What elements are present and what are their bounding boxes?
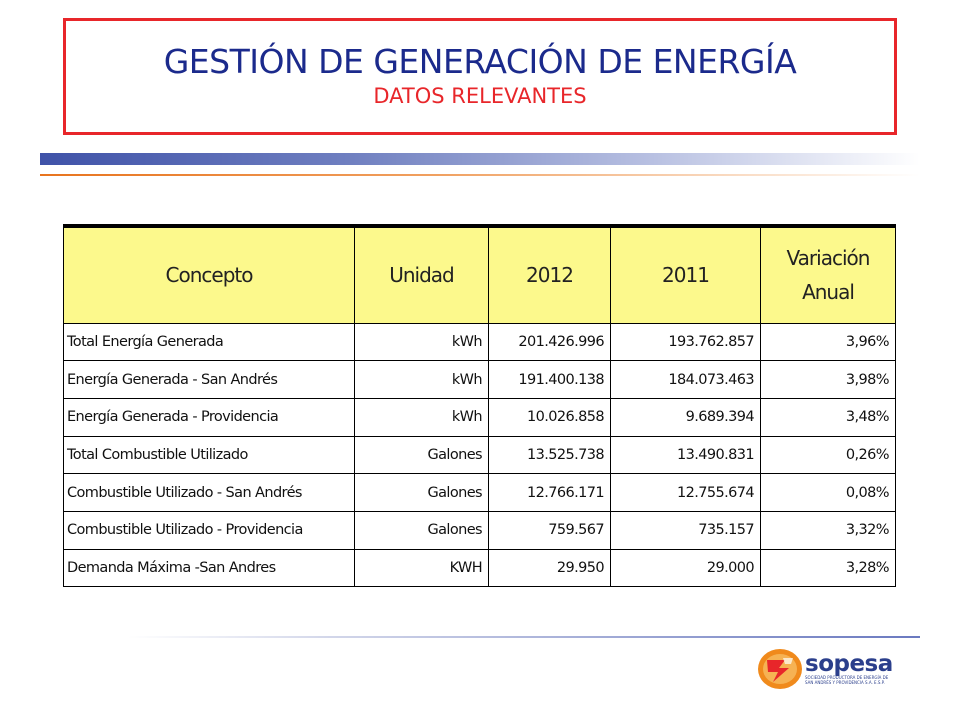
cell-concepto: Energía Generada - San Andrés [63, 360, 355, 399]
cell-unidad: kWh [354, 397, 489, 437]
title-box: GESTIÓN DE GENERACIÓN DE ENERGÍA DATOS R… [63, 18, 897, 135]
cell-variacion: 0,08% [760, 473, 896, 512]
header-variacion-line1: Variación [786, 246, 871, 271]
cell-2012: 12.766.171 [488, 473, 611, 512]
cell-variacion: 3,98% [760, 360, 896, 399]
cell-2011: 29.000 [610, 548, 761, 588]
cell-variacion: 3,48% [760, 397, 896, 437]
cell-variacion: 3,28% [760, 548, 896, 588]
table-row: Total Energía Generada kWh 201.426.996 193.… [63, 322, 896, 362]
header-concepto: Concepto [63, 225, 355, 324]
cell-concepto: Total Energía Generada [63, 322, 355, 362]
table-row: Combustible Utilizado - Providencia Galon… [63, 510, 896, 550]
cell-variacion: 0,26% [760, 435, 896, 475]
header-2011: 2011 [610, 225, 761, 324]
table-row: Demanda Máxima -San Andres KWH 29.950 29.00… [63, 548, 896, 588]
header-2012: 2012 [488, 225, 611, 324]
cell-2011: 13.490.831 [610, 435, 761, 475]
cell-unidad: kWh [354, 322, 489, 362]
header-variacion: Variación Anual [760, 225, 896, 324]
cell-concepto: Demanda Máxima -San Andres [63, 548, 355, 588]
blue-gradient-divider [40, 153, 920, 165]
cell-2012: 201.426.996 [488, 322, 611, 362]
cell-2011: 735.157 [610, 510, 761, 550]
cell-2011: 12.755.674 [610, 473, 761, 512]
cell-2012: 29.950 [488, 548, 611, 588]
logo-tagline-1: SOCIEDAD PRODUCTORA DE ENERGÍA DE [805, 674, 889, 680]
cell-concepto: Combustible Utilizado - San Andrés [63, 473, 355, 512]
table-header-row: Concepto Unidad 2012 2011 Variación Anua… [63, 225, 896, 324]
cell-concepto: Combustible Utilizado - Providencia [63, 510, 355, 550]
table-row: Energía Generada - San Andrés kWh 191.400.… [63, 360, 896, 399]
cell-unidad: Galones [354, 473, 489, 512]
table-row: Energía Generada - Providencia kWh 10.026.… [63, 397, 896, 437]
bottom-divider [128, 636, 920, 638]
cell-2012: 191.400.138 [488, 360, 611, 399]
header-variacion-line2: Anual [802, 280, 855, 305]
logo-name: sopesa [805, 650, 893, 677]
cell-unidad: kWh [354, 360, 489, 399]
cell-concepto: Energía Generada - Providencia [63, 397, 355, 437]
orange-gradient-divider [40, 174, 920, 176]
cell-2012: 13.525.738 [488, 435, 611, 475]
cell-unidad: KWH [354, 548, 489, 588]
page-title: GESTIÓN DE GENERACIÓN DE ENERGÍA [163, 42, 797, 82]
cell-concepto: Total Combustible Utilizado [63, 435, 355, 475]
cell-variacion: 3,96% [760, 322, 896, 362]
cell-2011: 193.762.857 [610, 322, 761, 362]
header-unidad: Unidad [354, 225, 489, 324]
sopesa-emblem-icon [758, 649, 802, 689]
energy-data-table: Concepto Unidad 2012 2011 Variación Anua… [63, 224, 896, 588]
cell-unidad: Galones [354, 510, 489, 550]
logo-text: sopesa SOCIEDAD PRODUCTORA DE ENERGÍA DE… [805, 650, 893, 686]
table-row: Combustible Utilizado - San Andrés Galone… [63, 473, 896, 512]
table-row: Total Combustible Utilizado Galones 13.525… [63, 435, 896, 475]
table-body: Total Energía Generada kWh 201.426.996 193.… [63, 322, 896, 588]
page-subtitle: DATOS RELEVANTES [373, 83, 587, 108]
cell-2012: 759.567 [488, 510, 611, 550]
logo-tagline-2: SAN ANDRÉS Y PROVIDENCIA S.A. E.S.P. [805, 679, 885, 685]
cell-2011: 9.689.394 [610, 397, 761, 437]
cell-2012: 10.026.858 [488, 397, 611, 437]
sopesa-logo: sopesa SOCIEDAD PRODUCTORA DE ENERGÍA DE… [757, 645, 929, 693]
cell-unidad: Galones [354, 435, 489, 475]
cell-2011: 184.073.463 [610, 360, 761, 399]
cell-variacion: 3,32% [760, 510, 896, 550]
